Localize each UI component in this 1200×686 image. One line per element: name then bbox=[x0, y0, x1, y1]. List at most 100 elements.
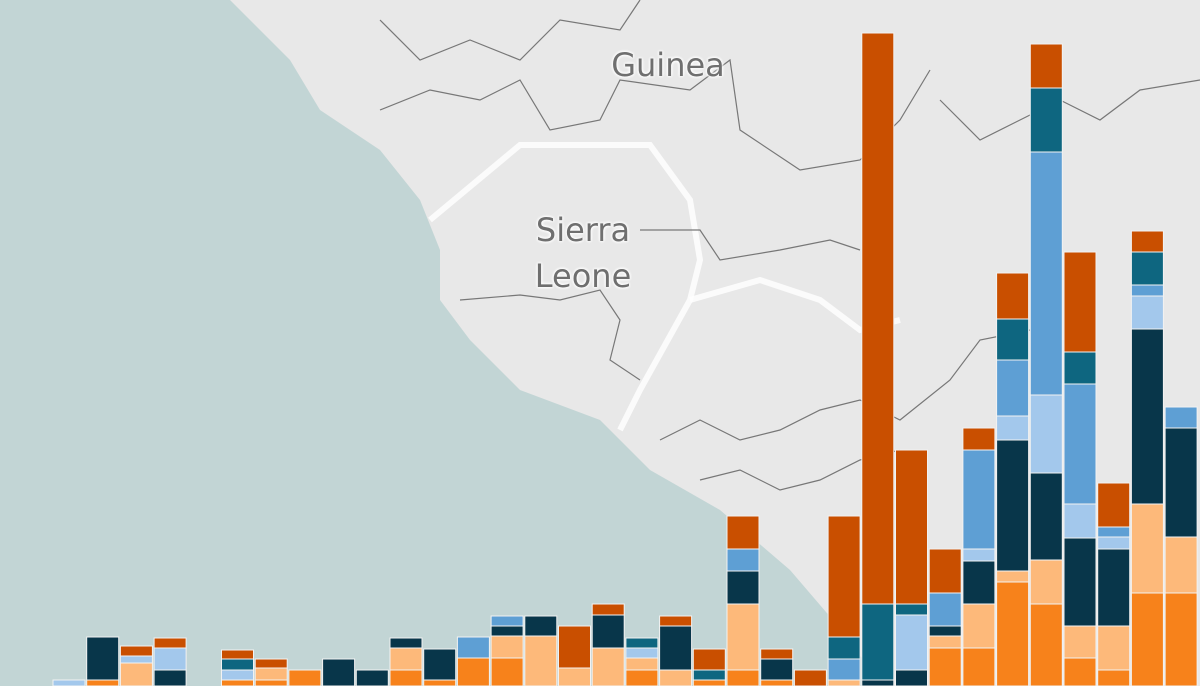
bar-segment bbox=[221, 679, 254, 686]
bar-segment bbox=[119, 645, 153, 657]
bar-segment bbox=[1063, 251, 1097, 353]
bar-segment bbox=[1130, 592, 1164, 686]
bar-segment bbox=[1029, 559, 1063, 605]
border bbox=[459, 289, 641, 381]
bar-segment bbox=[625, 647, 659, 659]
bar-segment bbox=[895, 449, 928, 605]
bar-segment bbox=[1029, 43, 1063, 89]
bar-segment bbox=[928, 625, 962, 637]
bar-segment bbox=[996, 359, 1030, 417]
bar-segment bbox=[625, 657, 659, 671]
bar-segment bbox=[1063, 503, 1097, 539]
bar-segment bbox=[221, 669, 254, 681]
bar-segment bbox=[254, 679, 288, 686]
bar-segment bbox=[1164, 406, 1198, 429]
map-label: Guinea bbox=[611, 46, 725, 84]
bar-segment bbox=[153, 637, 187, 649]
bar-segment bbox=[962, 449, 996, 550]
bar-segment bbox=[490, 635, 524, 659]
bar-segment bbox=[1164, 536, 1198, 594]
bar-segment bbox=[962, 647, 996, 686]
bar-segment bbox=[861, 603, 895, 681]
border bbox=[379, 0, 641, 61]
bar-segment bbox=[726, 603, 760, 671]
bar-segment bbox=[153, 647, 187, 671]
bar-segment bbox=[1097, 548, 1131, 627]
bar-segment bbox=[1063, 657, 1097, 686]
bar-segment bbox=[1164, 427, 1198, 538]
bar-segment bbox=[1063, 351, 1097, 385]
bar-segment bbox=[1130, 251, 1164, 286]
bar-segment bbox=[1097, 669, 1131, 686]
bar-segment bbox=[659, 625, 693, 671]
bar-segment bbox=[1029, 472, 1063, 561]
bar-segment bbox=[793, 669, 827, 686]
bar-segment bbox=[928, 592, 962, 627]
bar-segment bbox=[1029, 394, 1063, 474]
bar-segment bbox=[827, 658, 861, 681]
border bbox=[379, 58, 931, 171]
bar-segment bbox=[1130, 295, 1164, 330]
bar-segment bbox=[119, 662, 153, 686]
bar-segment bbox=[1063, 537, 1097, 627]
bar-segment bbox=[423, 679, 457, 686]
bar-segment bbox=[558, 625, 591, 669]
bar-segment bbox=[827, 515, 861, 638]
bar-segment bbox=[625, 637, 659, 649]
bar-segment bbox=[1130, 284, 1164, 297]
bar-segment bbox=[119, 655, 153, 664]
bar-segment bbox=[861, 32, 895, 605]
bar-segment bbox=[456, 657, 490, 686]
bar-segment bbox=[389, 647, 423, 671]
bar-segment bbox=[221, 649, 254, 660]
bar-segment bbox=[928, 635, 962, 649]
bar-segment bbox=[558, 667, 591, 686]
bar-segment bbox=[996, 318, 1030, 361]
bar-segment bbox=[625, 669, 659, 686]
bar-segment bbox=[1097, 625, 1131, 671]
bar-segment bbox=[726, 515, 760, 550]
bar-segment bbox=[1029, 87, 1063, 153]
bar-segment bbox=[692, 669, 726, 681]
bar-segment bbox=[692, 648, 726, 671]
bar-segment bbox=[490, 657, 524, 686]
map-label: Sierra Leone bbox=[534, 211, 632, 295]
bar-segment bbox=[726, 570, 760, 605]
bar-segment bbox=[827, 636, 861, 660]
bar-segment bbox=[1063, 625, 1097, 659]
bar-segment bbox=[1130, 503, 1164, 594]
bar-segment bbox=[996, 439, 1030, 572]
bar-segment bbox=[153, 669, 187, 686]
bar-segment bbox=[659, 669, 693, 686]
bar-segment bbox=[996, 415, 1030, 441]
bar-segment bbox=[962, 603, 996, 649]
bar-segment bbox=[456, 636, 490, 659]
bar-segment bbox=[524, 635, 558, 686]
border bbox=[640, 229, 861, 261]
bar-segment bbox=[86, 636, 120, 681]
bar-segment bbox=[221, 658, 254, 671]
border bbox=[659, 329, 1031, 441]
bar-segment bbox=[524, 615, 558, 637]
bar-segment bbox=[895, 669, 928, 686]
bar-segment bbox=[726, 669, 760, 686]
bar-segment bbox=[389, 637, 423, 649]
bar-segment bbox=[928, 647, 962, 686]
land bbox=[230, 0, 1200, 686]
bar-segment bbox=[591, 647, 625, 686]
bar-segment bbox=[1029, 603, 1063, 686]
bar-segment bbox=[1130, 328, 1164, 505]
bar-segment bbox=[928, 548, 962, 594]
bar-segment bbox=[726, 548, 760, 572]
bar-segment bbox=[760, 648, 794, 660]
bar-segment bbox=[692, 679, 726, 686]
bar-segment bbox=[895, 603, 928, 616]
bar-segment bbox=[760, 679, 794, 686]
bar-segment bbox=[52, 679, 86, 686]
bar-segment bbox=[1164, 592, 1198, 686]
bar-segment bbox=[423, 648, 457, 681]
bar-segment bbox=[895, 614, 928, 671]
bar-segment bbox=[1029, 151, 1063, 396]
